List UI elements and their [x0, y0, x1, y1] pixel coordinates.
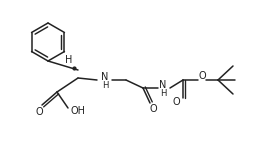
Text: OH: OH: [70, 106, 85, 116]
Text: H: H: [160, 88, 166, 97]
Text: N: N: [159, 80, 167, 90]
Text: O: O: [149, 104, 157, 114]
Text: O: O: [198, 71, 206, 81]
Text: O: O: [35, 107, 43, 117]
Text: H: H: [65, 55, 73, 65]
Text: O: O: [172, 97, 180, 107]
Text: N: N: [101, 72, 109, 82]
Text: H: H: [102, 80, 108, 89]
